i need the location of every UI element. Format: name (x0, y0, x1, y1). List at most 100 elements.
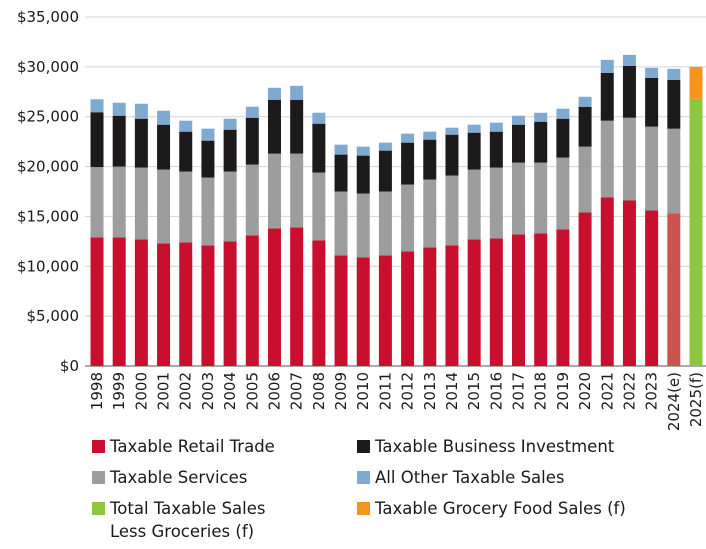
bar-segment (689, 66, 703, 99)
legend-item: Total Taxable Sales Less Groceries (f) (92, 497, 357, 547)
bar-segment (90, 167, 104, 238)
bar-segment (356, 257, 370, 366)
bar-segment (290, 99, 304, 154)
legend-item: Taxable Grocery Food Sales (f) (357, 497, 687, 547)
x-tick-label: 2015 (465, 372, 483, 410)
bar-segment (134, 103, 148, 119)
bar-segment (667, 213, 681, 366)
bar-segment (134, 167, 148, 240)
x-tick-label: 2003 (199, 372, 217, 410)
bar-segment (290, 227, 304, 366)
legend-label: Taxable Business Investment (375, 437, 615, 456)
bar-segment (445, 127, 459, 135)
x-tick-label: 2004 (221, 372, 239, 410)
bar-segment (267, 99, 281, 154)
bar-segment (112, 102, 126, 116)
x-tick-label: 2018 (532, 372, 550, 410)
bar-segment (512, 115, 526, 125)
bar-segment (467, 169, 481, 240)
x-tick-label: 2022 (620, 372, 638, 410)
bar-segment (445, 245, 459, 366)
bar-segment (356, 155, 370, 194)
x-tick-label: 2023 (643, 372, 661, 410)
bar-segment (245, 117, 259, 165)
legend-label: All Other Taxable Sales (375, 468, 565, 487)
x-tick-label: 2017 (510, 372, 528, 410)
x-tick-label: 2009 (332, 372, 350, 410)
bar-segment (134, 239, 148, 366)
bar-segment (489, 238, 503, 366)
bar-segment (401, 133, 415, 143)
bar-segment (334, 255, 348, 366)
x-tick-label: 2011 (376, 372, 394, 410)
legend-swatch (357, 471, 370, 484)
bar-segment (600, 59, 614, 73)
y-tick-label: $15,000 (17, 207, 79, 225)
legend-swatch (357, 502, 370, 515)
bar-segment (556, 118, 570, 158)
bar-segment (378, 142, 392, 151)
y-tick-label: $35,000 (17, 8, 79, 26)
bar-segment (489, 122, 503, 132)
x-tick-label: 1999 (110, 372, 128, 410)
bar-segment (423, 131, 437, 140)
bar-segment (556, 157, 570, 230)
bar-segment (245, 106, 259, 118)
bar-segment (201, 245, 215, 366)
bar-segment (201, 140, 215, 178)
bar-segment (201, 128, 215, 141)
y-tick-label: $5,000 (27, 307, 80, 325)
x-tick-label: 1998 (88, 372, 106, 410)
bar-segment (534, 121, 548, 163)
bar-segment (467, 239, 481, 366)
bar-segment (645, 77, 659, 127)
bar-segment (201, 177, 215, 246)
bar-segment (290, 85, 304, 100)
legend-label: Taxable Services (110, 468, 248, 487)
bar-segment (423, 139, 437, 180)
bar-segment (356, 193, 370, 258)
bar-segment (534, 233, 548, 366)
x-tick-label: 2012 (399, 372, 417, 410)
bar-segment (312, 172, 326, 241)
bar-segment (378, 150, 392, 192)
bar-segment (378, 191, 392, 256)
bar-segment (245, 235, 259, 366)
bar-segment (312, 123, 326, 173)
x-tick-label: 2016 (487, 372, 505, 410)
bar-segment (267, 153, 281, 229)
bar-segment (489, 167, 503, 239)
bar-segment (645, 67, 659, 78)
bar-segment (622, 65, 636, 118)
x-tick-label: 2006 (265, 372, 283, 410)
x-tick-label: 2005 (243, 372, 261, 410)
bar-segment (534, 112, 548, 122)
bar-segment (445, 175, 459, 246)
bar-segment (267, 87, 281, 100)
bar-segment (489, 131, 503, 168)
bar-segment (645, 126, 659, 211)
x-tick-label: 2019 (554, 372, 572, 410)
bar-segment (157, 169, 171, 244)
bar-segment (423, 247, 437, 366)
bar-segment (667, 68, 681, 80)
bar-segment (179, 171, 193, 243)
bar-segment (600, 72, 614, 121)
legend-item: Taxable Business Investment (357, 435, 687, 466)
bar-segment (512, 234, 526, 366)
bar-segment (667, 128, 681, 214)
bar-segment (179, 131, 193, 172)
bar-segment (467, 132, 481, 170)
bar-segment (578, 96, 592, 107)
bar-segment (90, 99, 104, 113)
bar-segment (622, 117, 636, 201)
bar-segment (401, 142, 415, 185)
x-tick-label: 2010 (354, 372, 372, 410)
bar-segment (578, 212, 592, 366)
x-tick-label: 2000 (132, 372, 150, 410)
x-tick-label: 2001 (155, 372, 173, 410)
bar-segment (622, 54, 636, 66)
legend-swatch (92, 440, 105, 453)
bar-segment (112, 166, 126, 238)
